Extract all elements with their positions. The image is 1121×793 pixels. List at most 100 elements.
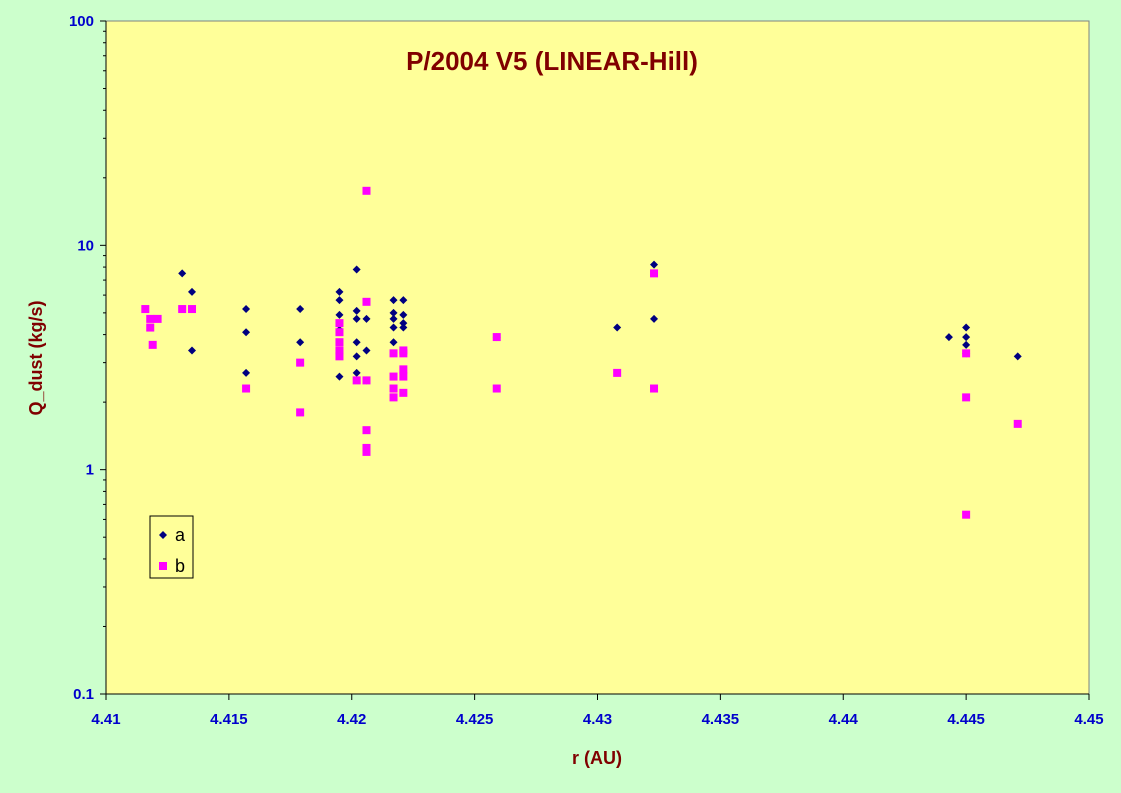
- data-point-a: [389, 338, 398, 347]
- data-point-a: [296, 338, 305, 347]
- data-point-a: [188, 346, 197, 355]
- data-point-b: [153, 314, 162, 323]
- data-point-a: [399, 296, 408, 305]
- data-point-b: [148, 340, 157, 349]
- data-point-b: [389, 349, 398, 358]
- y-axis-label: Q_dust (kg/s): [26, 300, 46, 415]
- data-point-b: [1013, 419, 1022, 428]
- data-point-b: [613, 368, 622, 377]
- data-point-b: [362, 186, 371, 195]
- data-point-a: [399, 319, 408, 328]
- data-point-b: [335, 338, 344, 347]
- data-point-b: [335, 319, 344, 328]
- x-tick-label: 4.42: [337, 711, 366, 728]
- data-point-a: [352, 265, 361, 274]
- data-point-a: [178, 269, 187, 278]
- legend-marker-b: [159, 562, 167, 570]
- data-point-a: [962, 323, 971, 332]
- data-point-a: [352, 368, 361, 377]
- data-point-b: [335, 346, 344, 355]
- legend-label-a: a: [175, 525, 186, 545]
- data-point-b: [188, 305, 197, 314]
- data-point-a: [352, 338, 361, 347]
- data-point-b: [335, 352, 344, 361]
- data-point-b: [362, 426, 371, 435]
- data-point-b: [141, 305, 150, 314]
- data-point-b: [335, 328, 344, 337]
- data-point-a: [362, 314, 371, 323]
- data-point-b: [962, 393, 971, 402]
- data-point-b: [389, 372, 398, 381]
- data-point-a: [389, 314, 398, 323]
- data-point-b: [242, 384, 251, 393]
- data-point-a: [962, 340, 971, 349]
- axes: 4.41 4.415 4.42 4.425 4.43 4.435 4.44 4.445 4.45…: [69, 13, 1104, 728]
- y-tick-label: 0.1: [73, 686, 94, 703]
- data-point-b: [296, 358, 305, 367]
- x-tick-label: 4.45: [1074, 711, 1103, 728]
- data-point-a: [399, 310, 408, 319]
- x-tick-label: 4.44: [829, 711, 859, 728]
- data-point-a: [242, 368, 251, 377]
- data-point-a: [399, 323, 408, 332]
- y-tick-label: 1: [86, 462, 94, 479]
- data-point-a: [613, 323, 622, 332]
- legend: a b: [149, 515, 194, 579]
- data-point-b: [492, 333, 501, 342]
- data-point-b: [296, 408, 305, 417]
- legend-marker-a: [159, 531, 167, 539]
- data-point-a: [352, 306, 361, 315]
- data-point-b: [146, 314, 155, 323]
- data-point-a: [650, 314, 659, 323]
- data-point-b: [389, 384, 398, 393]
- data-marks: [141, 186, 1022, 519]
- data-point-a: [1013, 352, 1022, 361]
- x-tick-label: 4.435: [702, 711, 740, 728]
- data-point-b: [962, 510, 971, 519]
- data-point-b: [178, 305, 187, 314]
- data-point-a: [188, 287, 197, 296]
- data-point-a: [962, 333, 971, 342]
- data-point-a: [242, 305, 251, 314]
- data-point-b: [650, 269, 659, 278]
- data-point-b: [362, 297, 371, 306]
- chart-title: P/2004 V5 (LINEAR-Hill): [406, 46, 698, 76]
- data-point-a: [335, 296, 344, 305]
- plot-area: [105, 20, 1090, 695]
- data-point-b: [399, 372, 408, 381]
- x-axis-label: r (AU): [572, 748, 622, 768]
- x-tick-label: 4.415: [210, 711, 248, 728]
- data-point-a: [296, 305, 305, 314]
- data-point-b: [399, 388, 408, 397]
- data-point-b: [362, 376, 371, 385]
- data-point-a: [944, 333, 953, 342]
- data-point-a: [335, 287, 344, 296]
- data-point-a: [352, 314, 361, 323]
- data-point-b: [399, 349, 408, 358]
- data-point-a: [389, 296, 398, 305]
- data-point-a: [335, 310, 344, 319]
- data-point-a: [389, 323, 398, 332]
- x-tick-label: 4.425: [456, 711, 494, 728]
- data-point-b: [492, 384, 501, 393]
- data-point-b: [352, 376, 361, 385]
- data-point-a: [352, 352, 361, 361]
- y-tick-label: 10: [77, 237, 94, 254]
- legend-markers: [159, 531, 167, 570]
- legend-box: [149, 515, 194, 579]
- x-tick-label: 4.445: [947, 711, 985, 728]
- data-point-b: [362, 447, 371, 456]
- y-tick-label: 100: [69, 13, 94, 30]
- data-point-b: [399, 365, 408, 374]
- data-point-b: [962, 349, 971, 358]
- data-point-a: [389, 308, 398, 317]
- x-tick-label: 4.41: [91, 711, 120, 728]
- data-point-a: [242, 328, 251, 337]
- data-point-a: [335, 372, 344, 381]
- data-point-a: [362, 346, 371, 355]
- data-point-a: [650, 260, 659, 269]
- data-point-b: [146, 323, 155, 332]
- data-point-b: [389, 393, 398, 402]
- legend-label-b: b: [175, 556, 185, 576]
